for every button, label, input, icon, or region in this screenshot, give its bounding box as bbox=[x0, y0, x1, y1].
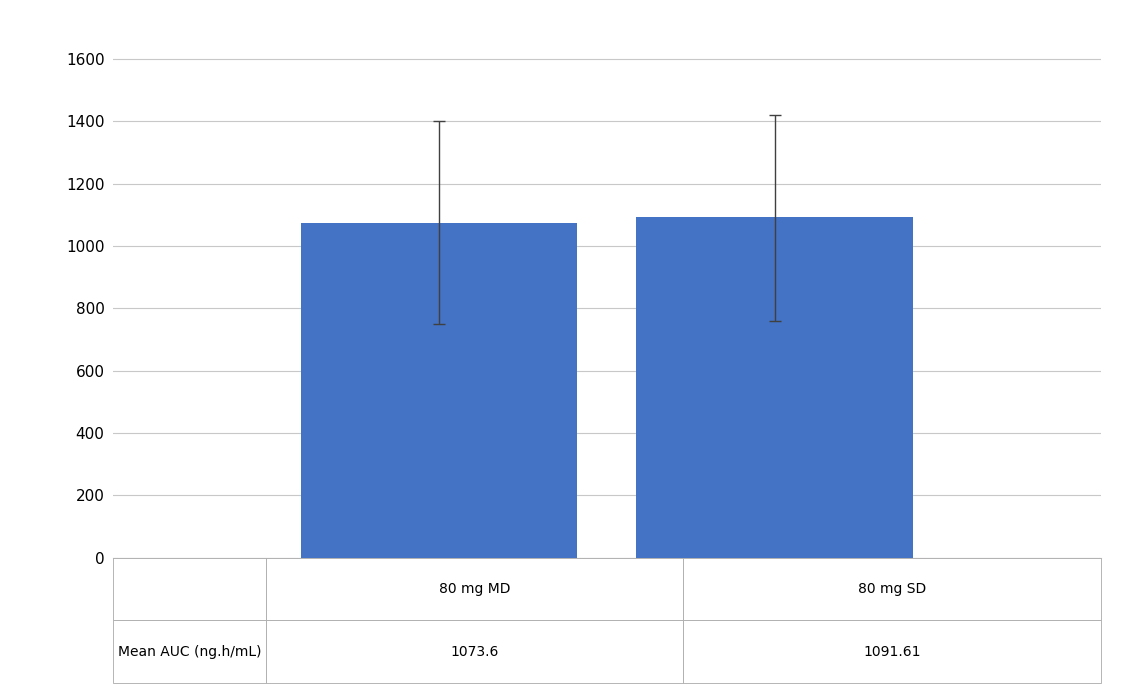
Text: 1091.61: 1091.61 bbox=[864, 645, 921, 659]
Bar bbox=[300, 223, 577, 558]
Text: Mean AUC (ng.h/mL): Mean AUC (ng.h/mL) bbox=[117, 645, 261, 659]
Text: 1073.6: 1073.6 bbox=[450, 645, 499, 659]
Bar bbox=[637, 217, 913, 558]
Text: 80 mg SD: 80 mg SD bbox=[858, 582, 926, 596]
Text: 80 mg MD: 80 mg MD bbox=[439, 582, 510, 596]
